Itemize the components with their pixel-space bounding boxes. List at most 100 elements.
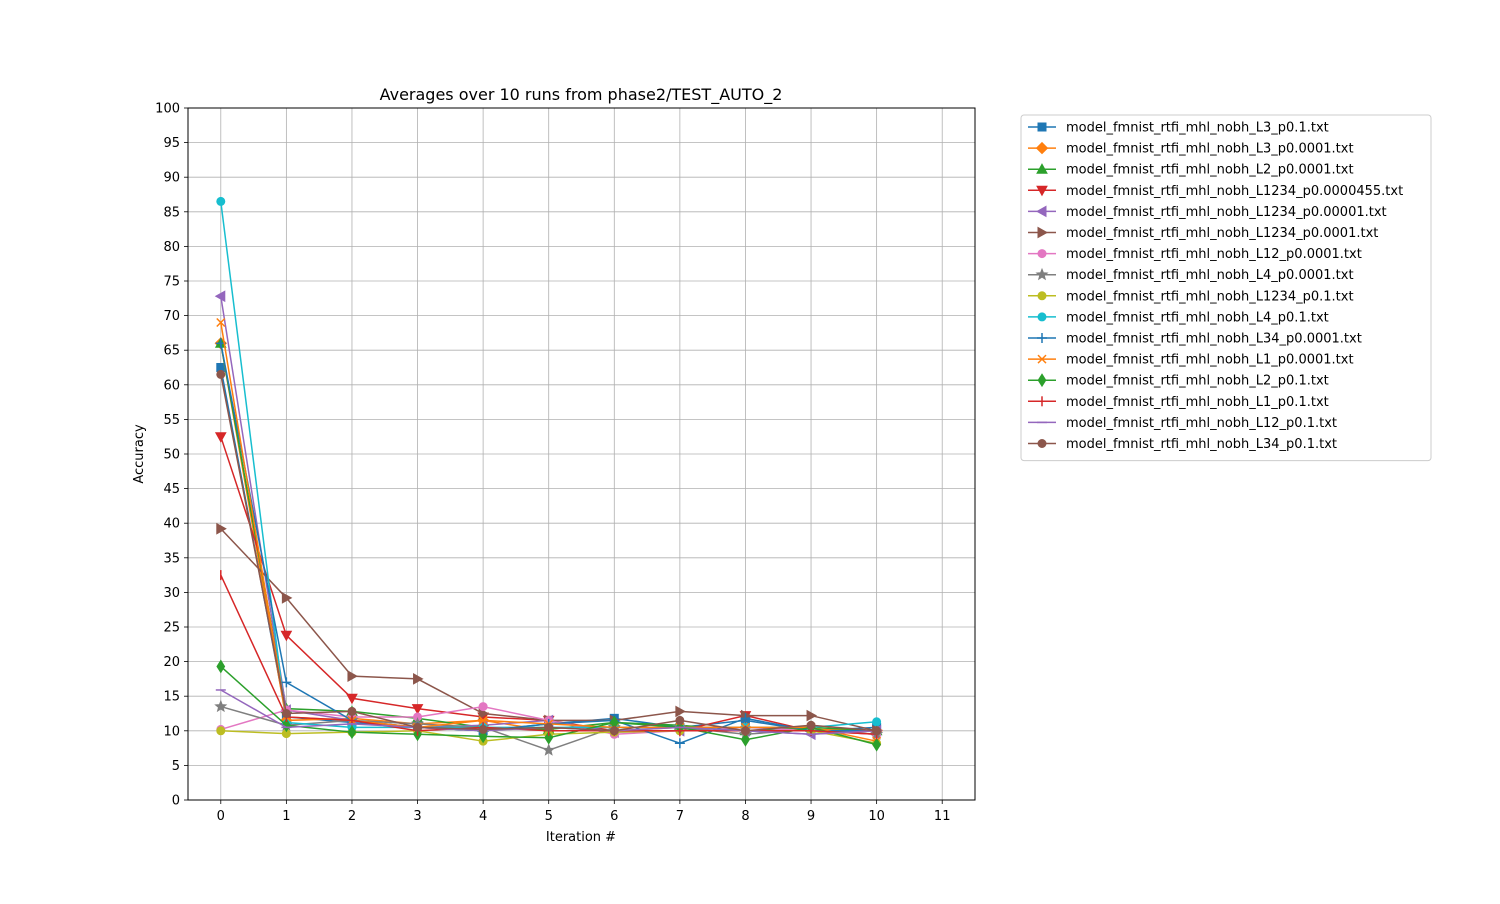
x-tick-label: 0 <box>217 809 225 824</box>
series-6 <box>216 522 883 737</box>
y-tick-label: 15 <box>163 690 180 705</box>
data-point <box>740 726 750 736</box>
data-point <box>280 630 293 642</box>
data-point <box>347 670 358 682</box>
data-point <box>216 317 226 328</box>
x-tick-label: 8 <box>741 809 749 824</box>
legend-label: model_fmnist_rtfi_mhl_nobh_L1234_p0.0000… <box>1066 205 1387 220</box>
data-point <box>741 732 750 747</box>
legend-item: model_fmnist_rtfi_mhl_nobh_L3_p0.1.txt <box>1028 121 1329 136</box>
legend-marker <box>1037 333 1047 343</box>
x-tick-label: 11 <box>934 809 951 824</box>
data-point <box>413 673 424 685</box>
legend-label: model_fmnist_rtfi_mhl_nobh_L2_p0.0001.tx… <box>1066 163 1354 178</box>
data-point <box>675 715 685 725</box>
legend-label: model_fmnist_rtfi_mhl_nobh_L3_p0.1.txt <box>1066 121 1329 136</box>
data-point <box>281 677 292 688</box>
data-point <box>347 725 357 740</box>
legend-label: model_fmnist_rtfi_mhl_nobh_L34_p0.0001.t… <box>1066 332 1362 347</box>
legend-marker <box>1037 373 1047 388</box>
legend-item: model_fmnist_rtfi_mhl_nobh_L1_p0.0001.tx… <box>1028 353 1354 368</box>
y-tick-label: 20 <box>163 655 180 670</box>
legend-item: model_fmnist_rtfi_mhl_nobh_L4_p0.0001.tx… <box>1028 267 1354 283</box>
data-point <box>544 730 554 745</box>
legend-marker <box>1036 185 1048 197</box>
data-point <box>740 713 751 724</box>
legend-marker <box>1037 226 1049 239</box>
legend-item: model_fmnist_rtfi_mhl_nobh_L4_p0.1.txt <box>1028 310 1329 325</box>
x-tick-label: 10 <box>868 809 885 824</box>
x-tick-label: 4 <box>479 809 487 824</box>
legend-label: model_fmnist_rtfi_mhl_nobh_L1_p0.0001.tx… <box>1066 353 1354 368</box>
y-tick-label: 100 <box>155 102 180 117</box>
series-16 <box>216 369 882 736</box>
legend-label: model_fmnist_rtfi_mhl_nobh_L1234_p0.0001… <box>1066 226 1378 241</box>
y-tick-label: 30 <box>163 586 180 601</box>
legend-marker <box>1037 312 1047 322</box>
series-layer <box>214 196 884 756</box>
legend-marker <box>1035 267 1049 281</box>
legend-label: model_fmnist_rtfi_mhl_nobh_L4_p0.1.txt <box>1066 310 1329 325</box>
axis-ticks: 0 1 2 3 4 5 6 7 8 9 10 1105101520253035404550556065… <box>155 102 950 825</box>
y-axis-label: Accuracy <box>132 424 147 484</box>
legend-item: model_fmnist_rtfi_mhl_nobh_L34_p0.0001.t… <box>1028 332 1362 347</box>
data-point <box>872 726 882 736</box>
x-tick-label: 7 <box>676 809 684 824</box>
data-point <box>478 715 488 725</box>
data-point <box>413 722 423 732</box>
x-tick-label: 2 <box>348 809 356 824</box>
legend-label: model_fmnist_rtfi_mhl_nobh_L1234_p0.1.tx… <box>1066 289 1354 304</box>
data-point <box>674 738 685 749</box>
x-tick-label: 6 <box>610 809 618 824</box>
x-axis-label: Iteration # <box>546 830 616 845</box>
legend-item: model_fmnist_rtfi_mhl_nobh_L1234_p0.0001… <box>1028 226 1378 241</box>
data-point <box>281 592 293 604</box>
data-point <box>806 709 818 722</box>
data-point <box>544 722 554 732</box>
data-point <box>281 718 291 733</box>
legend-label: model_fmnist_rtfi_mhl_nobh_L12_p0.0001.t… <box>1066 247 1362 262</box>
data-point <box>214 432 227 443</box>
legend-marker <box>1036 163 1048 174</box>
legend-label: model_fmnist_rtfi_mhl_nobh_L2_p0.1.txt <box>1066 374 1329 389</box>
legend-marker <box>1037 354 1047 364</box>
legend-item: model_fmnist_rtfi_mhl_nobh_L12_p0.1.txt <box>1028 416 1337 431</box>
y-tick-label: 25 <box>163 621 180 636</box>
y-tick-label: 40 <box>163 517 180 532</box>
legend-item: model_fmnist_rtfi_mhl_nobh_L1234_p0.0000… <box>1028 184 1403 199</box>
data-point <box>478 724 488 734</box>
legend-marker <box>1037 291 1047 301</box>
chart-title: Averages over 10 runs from phase2/TEST_A… <box>380 85 783 105</box>
data-point <box>216 726 226 736</box>
data-point <box>281 709 291 718</box>
data-point <box>346 693 358 705</box>
data-point <box>609 726 619 736</box>
data-point <box>411 704 424 715</box>
legend-item: model_fmnist_rtfi_mhl_nobh_L2_p0.0001.tx… <box>1028 163 1354 178</box>
legend-label: model_fmnist_rtfi_mhl_nobh_L4_p0.0001.tx… <box>1066 268 1354 283</box>
data-point <box>872 737 882 752</box>
legend-label: model_fmnist_rtfi_mhl_nobh_L34_p0.1.txt <box>1066 437 1337 452</box>
data-point <box>806 720 816 730</box>
x-tick-label: 1 <box>282 809 290 824</box>
data-point <box>347 706 357 716</box>
legend-label: model_fmnist_rtfi_mhl_nobh_L3_p0.0001.tx… <box>1066 142 1354 157</box>
y-tick-label: 60 <box>163 378 180 393</box>
legend-marker <box>1035 205 1047 218</box>
series-5 <box>214 290 882 741</box>
legend-item: model_fmnist_rtfi_mhl_nobh_L34_p0.1.txt <box>1028 437 1337 452</box>
data-point <box>542 743 556 756</box>
legend-item: model_fmnist_rtfi_mhl_nobh_L1234_p0.1.tx… <box>1028 289 1354 304</box>
y-tick-label: 80 <box>163 240 180 255</box>
legend-box <box>1020 114 1432 462</box>
data-point <box>214 699 228 713</box>
data-point <box>675 705 686 718</box>
legend-item: model_fmnist_rtfi_mhl_nobh_L3_p0.0001.tx… <box>1028 142 1354 157</box>
y-tick-label: 0 <box>172 794 180 809</box>
legend-marker <box>1037 249 1047 259</box>
y-tick-label: 55 <box>163 413 180 428</box>
y-tick-label: 75 <box>163 275 180 290</box>
data-point <box>216 369 226 379</box>
legend-label: model_fmnist_rtfi_mhl_nobh_L1_p0.1.txt <box>1066 395 1329 410</box>
